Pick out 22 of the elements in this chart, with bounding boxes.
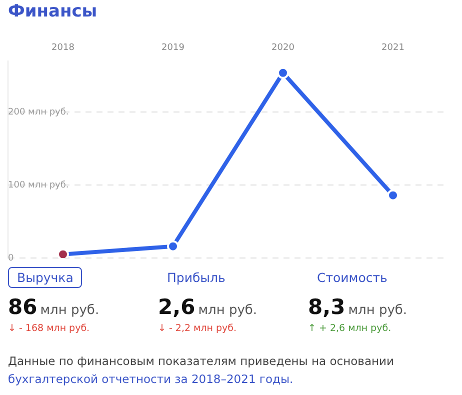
y-tick-label: 0 bbox=[8, 253, 14, 264]
text: ↓ - 2,2 млн руб. bbox=[158, 323, 238, 334]
text: бухгалтерской отчетности за 2018–2021 годы. bbox=[8, 372, 294, 386]
text: 86 bbox=[8, 295, 38, 319]
text: ↓ - 168 млн руб. bbox=[8, 323, 91, 334]
chart-title: Финансы bbox=[8, 2, 98, 22]
text: Прибыль bbox=[166, 269, 226, 287]
y-tick-label: 100 млн руб. bbox=[8, 180, 69, 190]
x-tick-label: 2018 bbox=[52, 43, 75, 54]
text: млн руб. bbox=[40, 303, 100, 318]
text: ↑ + 2,6 млн руб. bbox=[308, 323, 392, 334]
x-tick-label: 2021 bbox=[382, 43, 404, 54]
text: 8,3 bbox=[308, 295, 346, 319]
text: млн руб. bbox=[348, 303, 408, 318]
y-tick-label: 200 млн руб. bbox=[8, 108, 69, 118]
text: Данные по финансовым показателям приведены на основании bbox=[8, 354, 394, 368]
text: 2,6 bbox=[158, 295, 196, 319]
x-tick-label: 2019 bbox=[162, 43, 185, 54]
text: Стоимость bbox=[316, 269, 388, 287]
x-tick-label: 2020 bbox=[272, 43, 295, 54]
text: Выручка bbox=[8, 267, 82, 288]
text: млн руб. bbox=[198, 303, 258, 318]
